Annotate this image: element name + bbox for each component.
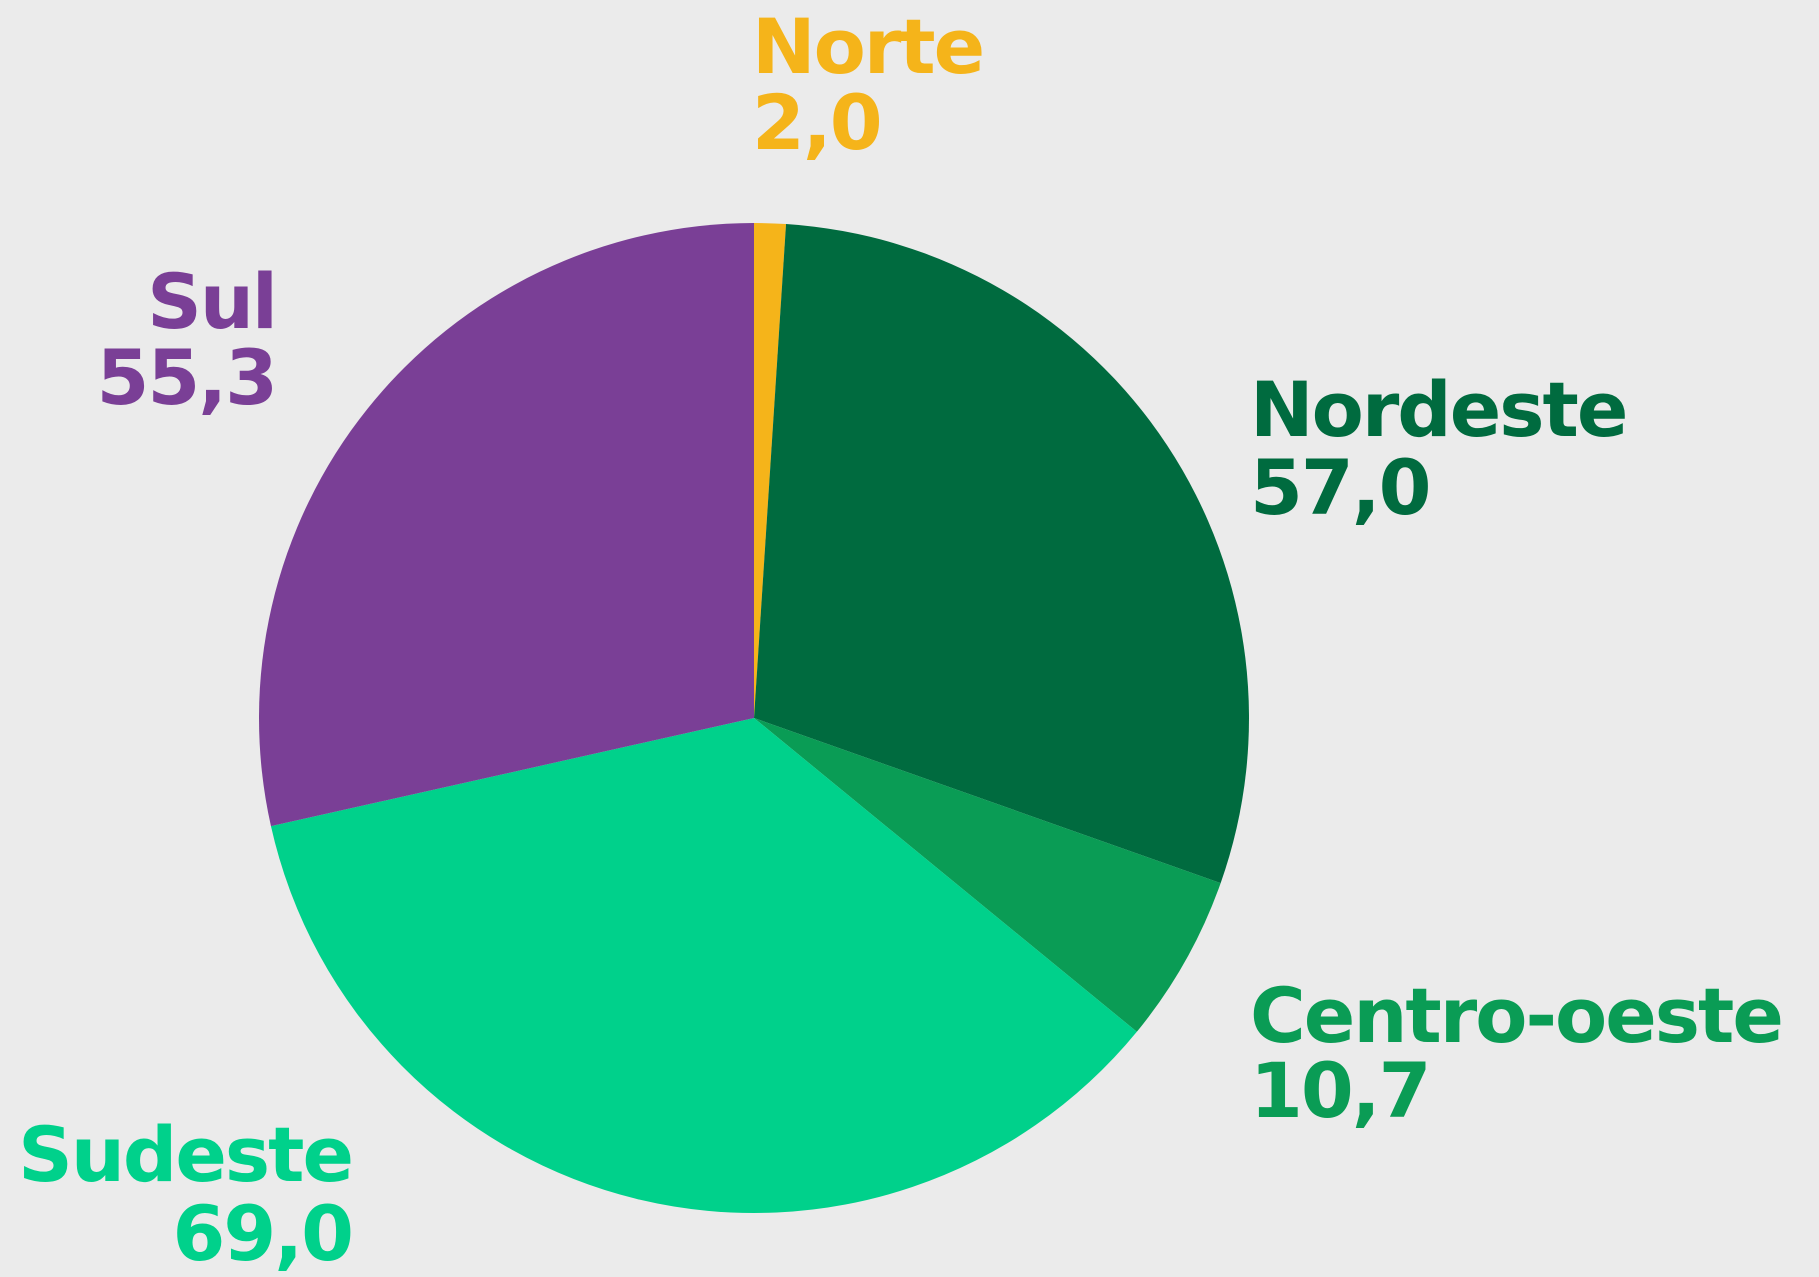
slice-value: 69,0 — [172, 1189, 352, 1277]
pie-slice — [259, 223, 754, 827]
slice-label: Centro-oeste — [1250, 971, 1782, 1060]
slice-value: 57,0 — [1250, 443, 1430, 532]
slice-value: 10,7 — [1250, 1046, 1430, 1135]
slice-label: Norte — [752, 2, 983, 91]
pie-slice — [754, 718, 1221, 1032]
pie-slice — [754, 224, 1250, 884]
pie-slice — [754, 223, 787, 718]
slice-label: Nordeste — [1250, 365, 1626, 454]
slice-value: 55,3 — [96, 333, 276, 422]
pie-slice — [270, 718, 1137, 1213]
slice-value: 2,0 — [752, 78, 881, 167]
slice-label: Sul — [147, 257, 276, 346]
slice-label: Sudeste — [18, 1110, 352, 1199]
